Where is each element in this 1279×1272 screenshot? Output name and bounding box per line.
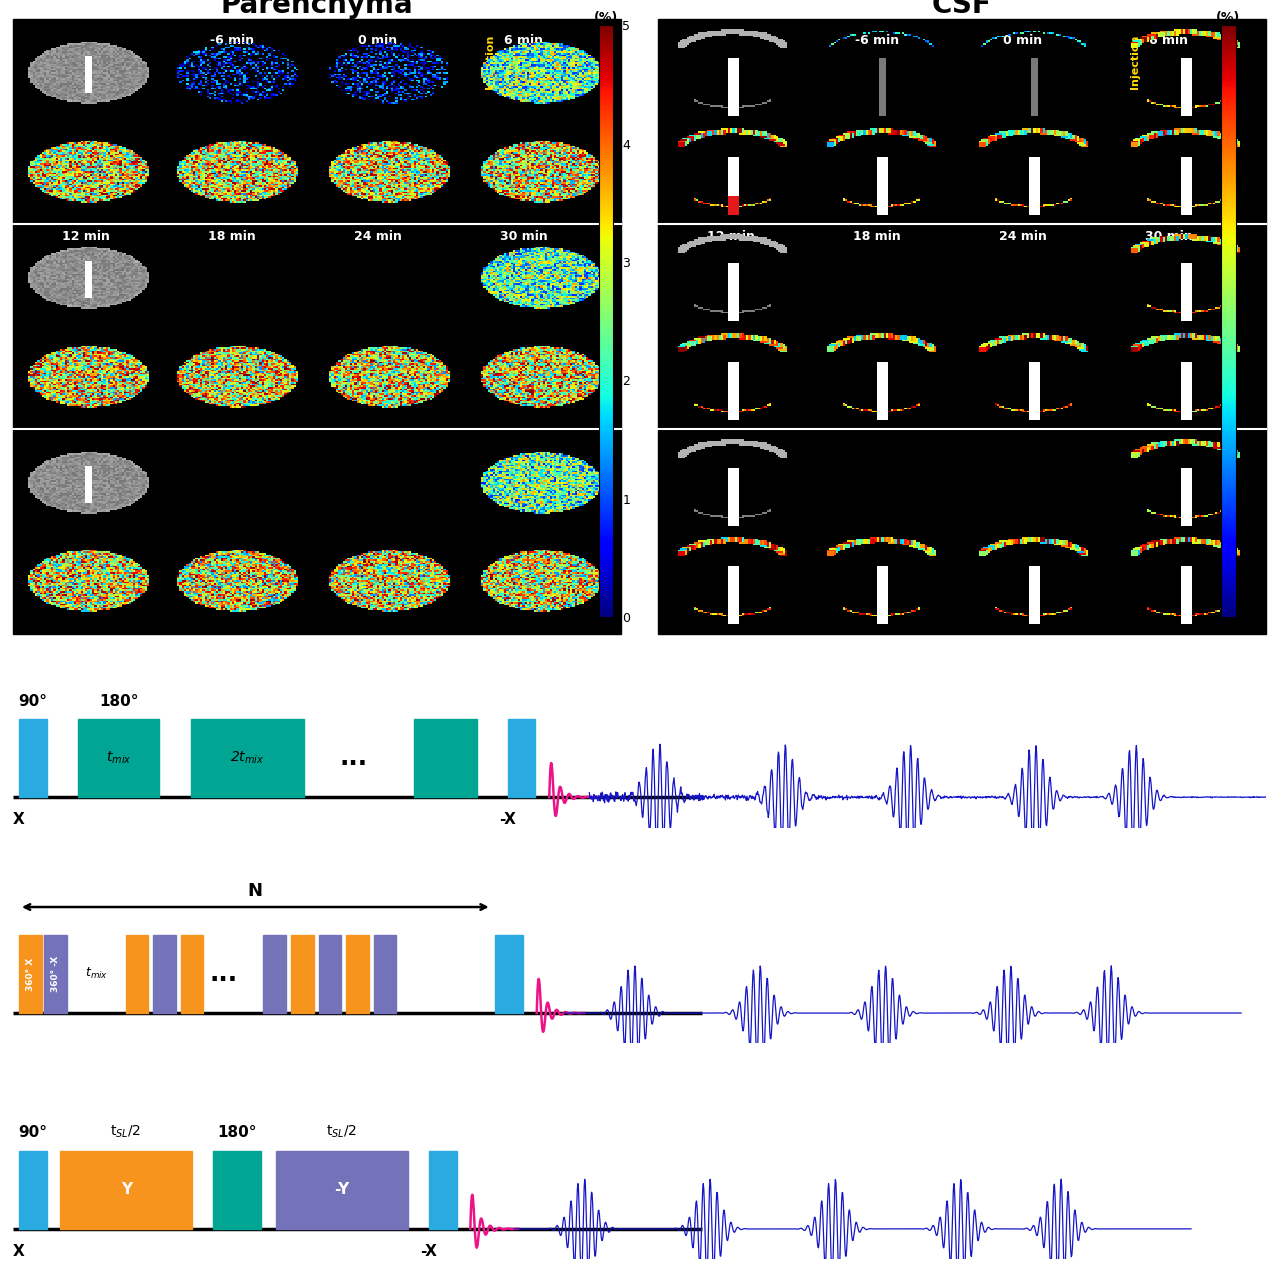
Text: 18 min: 18 min [853,230,900,243]
Text: 24 min: 24 min [354,230,402,243]
Text: 90°: 90° [18,693,47,709]
Text: 12 min: 12 min [61,230,110,243]
Text: 0 min: 0 min [1003,34,1042,47]
Text: 18 min: 18 min [208,230,256,243]
Bar [180,935,203,1013]
Text: -X: -X [421,1244,437,1259]
Text: Injection: Injection [1131,34,1141,89]
Bar [373,935,396,1013]
Text: 360° X: 360° X [26,958,35,991]
Bar [191,719,303,798]
Text: N: N [247,881,262,901]
Bar [78,719,160,798]
Text: 180°: 180° [98,693,138,709]
Text: 0 min: 0 min [358,34,398,47]
Bar [508,719,536,798]
Text: X: X [13,813,24,827]
Text: t$_{mix}$: t$_{mix}$ [106,749,132,766]
Bar [292,935,313,1013]
Text: Injection: Injection [486,34,495,89]
Bar [414,719,477,798]
Text: -X: -X [500,813,517,827]
Text: 24 min: 24 min [999,230,1046,243]
Text: X: X [13,1244,24,1259]
Text: 2t$_{mix}$: 2t$_{mix}$ [230,749,265,766]
Bar [153,935,175,1013]
Title: (%): (%) [593,11,618,24]
Text: -Y: -Y [334,1182,349,1197]
Bar [347,935,368,1013]
Text: 30 min: 30 min [500,230,547,243]
Bar [125,935,148,1013]
Text: -6 min: -6 min [854,34,899,47]
Bar [19,719,46,798]
Text: ...: ... [210,962,238,986]
Bar [43,935,67,1013]
Text: t$_{SL}$/2: t$_{SL}$/2 [326,1124,357,1140]
Text: 180°: 180° [217,1126,257,1140]
Text: Y: Y [120,1182,132,1197]
Bar [495,935,523,1013]
Text: -6 min: -6 min [210,34,255,47]
Bar [276,1151,408,1229]
Bar [19,1151,46,1229]
Bar [428,1151,457,1229]
Text: t$_{SL}$/2: t$_{SL}$/2 [110,1124,141,1140]
Text: 6 min: 6 min [1150,34,1188,47]
Text: 12 min: 12 min [707,230,755,243]
Text: 6 min: 6 min [504,34,544,47]
Text: ...: ... [340,747,368,770]
Bar [214,1151,261,1229]
Text: 90°: 90° [18,1126,47,1140]
Text: 360° -X: 360° -X [51,955,60,992]
Bar [19,935,42,1013]
Title: CSF: CSF [932,0,991,19]
Bar [60,1151,192,1229]
Title: (%): (%) [1216,11,1241,24]
Title: Parenchyma: Parenchyma [221,0,413,19]
Text: t$_{mix}$: t$_{mix}$ [86,967,109,982]
Text: 30 min: 30 min [1145,230,1193,243]
Bar [263,935,286,1013]
Bar [318,935,341,1013]
